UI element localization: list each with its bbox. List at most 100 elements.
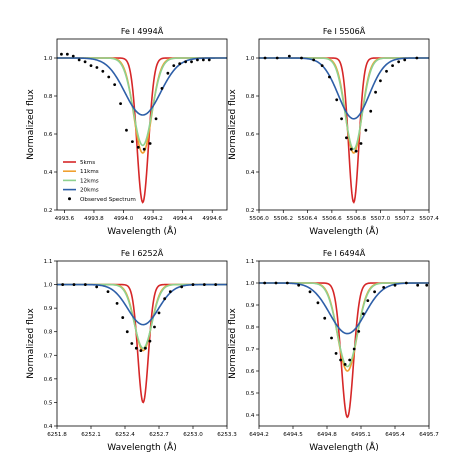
legend-label: 11kms bbox=[80, 169, 99, 175]
y-tick-label: 0.6 bbox=[246, 132, 255, 138]
observed-point bbox=[168, 290, 172, 294]
observed-point bbox=[178, 62, 182, 66]
y-tick-label: 0.8 bbox=[44, 94, 53, 100]
observed-point bbox=[330, 336, 333, 340]
x-tick-label: 6253.0 bbox=[183, 432, 203, 438]
y-tick-label: 0.4 bbox=[44, 424, 53, 430]
observed-point bbox=[364, 128, 368, 132]
x-tick-label: 6252.1 bbox=[81, 432, 101, 438]
observed-point bbox=[334, 352, 338, 355]
y-tick-label: 0.5 bbox=[44, 400, 53, 406]
observed-point bbox=[101, 69, 105, 73]
y-tick-label: 0.4 bbox=[246, 413, 255, 419]
x-axis-label: Wavelength (Å) bbox=[309, 441, 378, 453]
observed-point bbox=[263, 56, 267, 60]
x-tick-label: 6494.2 bbox=[249, 432, 269, 438]
observed-point bbox=[373, 290, 376, 294]
y-tick-label: 1.0 bbox=[44, 283, 53, 289]
observed-point bbox=[115, 302, 119, 305]
observed-point bbox=[382, 286, 386, 289]
observed-point bbox=[148, 142, 152, 145]
legend-label: Observed Spectrum bbox=[80, 197, 136, 203]
series-line-12kms bbox=[57, 283, 227, 350]
observed-point bbox=[201, 58, 205, 62]
y-tick-label: 1.0 bbox=[246, 56, 255, 62]
observed-point bbox=[184, 60, 188, 64]
observed-point bbox=[343, 363, 347, 366]
x-tick-label: 5506.2 bbox=[273, 216, 293, 222]
chart-title: Fe I 6494Å bbox=[323, 248, 366, 258]
series-line-20kms bbox=[259, 57, 429, 120]
observed-point bbox=[393, 283, 397, 287]
series-line-5kms bbox=[259, 282, 429, 419]
observed-point bbox=[154, 117, 158, 121]
y-tick-label: 0.7 bbox=[246, 347, 255, 353]
observed-point bbox=[157, 311, 161, 315]
chart-title: Fe I 4994Å bbox=[121, 26, 164, 36]
observed-point bbox=[308, 290, 312, 294]
observed-point bbox=[95, 66, 99, 69]
observed-point bbox=[190, 60, 193, 64]
observed-points bbox=[60, 52, 211, 151]
y-tick-label: 0.4 bbox=[246, 170, 255, 176]
x-tick-label: 5506.4 bbox=[298, 216, 318, 222]
observed-point bbox=[287, 54, 291, 58]
observed-point bbox=[196, 58, 199, 62]
y-tick-label: 0.6 bbox=[44, 377, 53, 383]
y-tick-label: 0.7 bbox=[44, 353, 53, 359]
y-axis-label: Normalized flux bbox=[26, 308, 36, 379]
y-tick-label: 0.8 bbox=[44, 330, 53, 336]
observed-point bbox=[374, 90, 377, 94]
legend: 5kms 11kms 12kms 20kms Observed Spectrum bbox=[63, 160, 136, 203]
observed-point bbox=[65, 52, 69, 56]
observed-point bbox=[180, 285, 184, 289]
observed-point bbox=[72, 283, 76, 286]
y-tick-label: 0.6 bbox=[44, 132, 53, 138]
observed-point bbox=[89, 64, 93, 67]
x-axis-label: Wavelength (Å) bbox=[107, 441, 176, 453]
observed-point bbox=[335, 98, 339, 102]
x-axis-label: Wavelength (Å) bbox=[309, 225, 378, 237]
observed-point bbox=[172, 64, 176, 67]
series-line-11kms bbox=[57, 57, 227, 154]
observed-point bbox=[125, 330, 129, 334]
x-tick-label: 6494.5 bbox=[283, 432, 303, 438]
observed-point bbox=[83, 283, 87, 286]
x-tick-label: 6494.8 bbox=[317, 432, 337, 438]
x-tick-label: 5506.8 bbox=[346, 216, 366, 222]
observed-points bbox=[61, 283, 218, 352]
plot-frame bbox=[56, 260, 228, 427]
series-line-5kms bbox=[259, 57, 429, 204]
observed-point bbox=[385, 69, 388, 73]
observed-point bbox=[275, 56, 279, 60]
observed-point bbox=[300, 56, 303, 60]
observed-point bbox=[415, 56, 419, 60]
y-axis-label: Normalized flux bbox=[228, 89, 238, 160]
series-line-20kms bbox=[57, 283, 227, 326]
observed-point bbox=[125, 128, 128, 132]
observed-point bbox=[352, 347, 356, 351]
observed-point bbox=[61, 283, 65, 286]
x-tick-label: 5506.6 bbox=[322, 216, 342, 222]
series-group bbox=[259, 282, 429, 419]
observed-point bbox=[312, 58, 316, 62]
series-line-12kms bbox=[259, 282, 429, 368]
series-group bbox=[57, 57, 227, 204]
observed-point bbox=[340, 117, 343, 121]
observed-point bbox=[95, 285, 99, 289]
y-axis-label: Normalized flux bbox=[228, 308, 238, 379]
y-tick-label: 0.8 bbox=[246, 94, 255, 100]
observed-point bbox=[60, 52, 63, 56]
series-line-5kms bbox=[57, 283, 227, 404]
y-tick-label: 0.9 bbox=[44, 306, 53, 312]
observed-points bbox=[263, 281, 429, 366]
series-group bbox=[57, 283, 227, 404]
chart-panel-4: Fe I 6494Å 6494.2 6494.5 6494.8 6495.1 6495.4… bbox=[228, 248, 439, 453]
x-tick-label: 4993.6 bbox=[55, 216, 75, 222]
series-line-11kms bbox=[57, 283, 227, 352]
y-tick-label: 0.2 bbox=[44, 208, 53, 214]
observed-point bbox=[134, 346, 138, 350]
chart-panel-3: Fe I 6252Å 6251.8 6252.1 6252.4 6252.7 6253.0… bbox=[26, 248, 237, 453]
observed-point bbox=[366, 299, 370, 302]
y-tick-label: 1.0 bbox=[44, 56, 53, 62]
